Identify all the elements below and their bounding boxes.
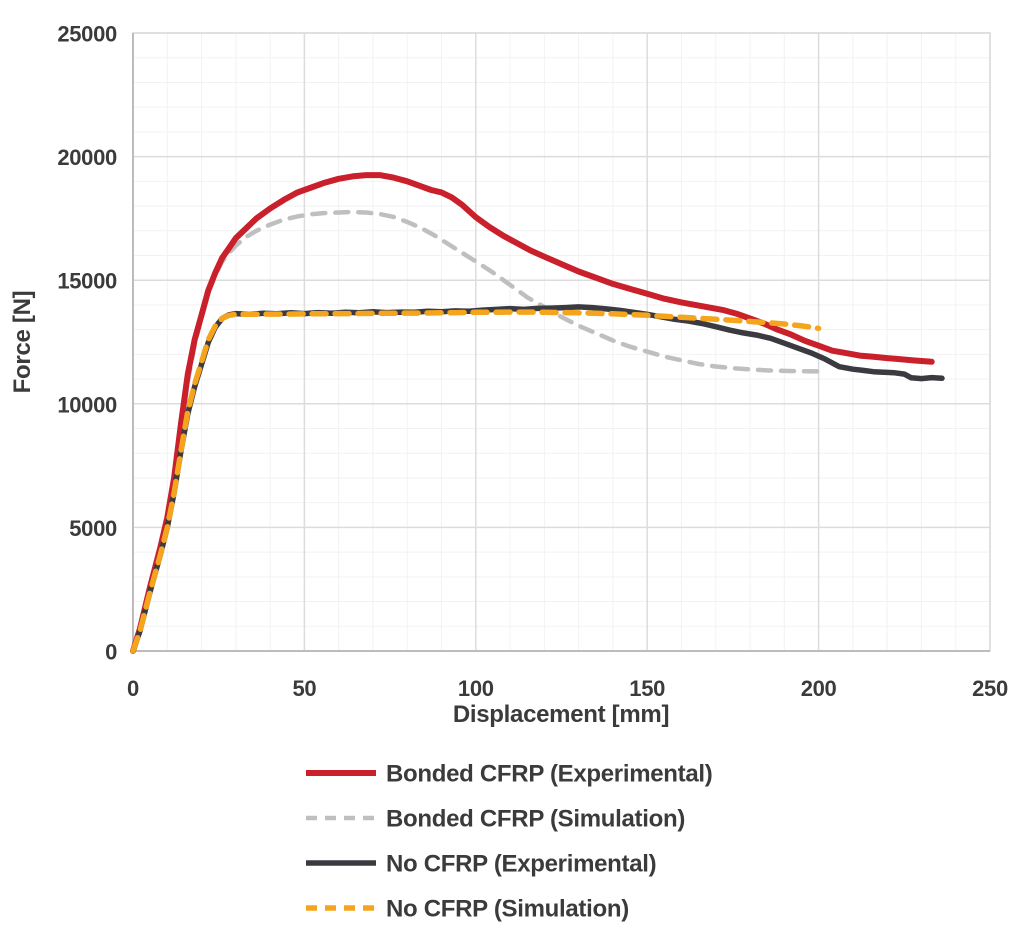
legend-label: No CFRP (Experimental) bbox=[386, 851, 656, 878]
y-tick-label: 10000 bbox=[57, 392, 117, 417]
legend-label: No CFRP (Simulation) bbox=[386, 896, 629, 923]
legend-item-0: Bonded CFRP (Experimental) bbox=[306, 761, 713, 788]
y-tick-label: 5000 bbox=[69, 516, 117, 541]
y-axis-title: Force [N] bbox=[9, 291, 36, 394]
x-axis-title: Displacement [mm] bbox=[453, 701, 669, 728]
series-line-0 bbox=[130, 172, 935, 654]
x-tick-label: 150 bbox=[629, 676, 665, 701]
plot-border bbox=[132, 32, 991, 652]
major-gridlines bbox=[132, 32, 991, 652]
legend-item-2: No CFRP (Experimental) bbox=[306, 851, 657, 878]
series-line-2 bbox=[130, 304, 945, 654]
x-tick-label: 0 bbox=[127, 676, 139, 701]
series-line-3 bbox=[130, 309, 822, 654]
legend-item-3: No CFRP (Simulation) bbox=[306, 896, 629, 923]
x-tick-label: 50 bbox=[292, 676, 316, 701]
x-tick-label: 200 bbox=[801, 676, 837, 701]
y-tick-label: 25000 bbox=[57, 22, 117, 47]
legend-label: Bonded CFRP (Experimental) bbox=[386, 761, 712, 788]
y-tick-label: 20000 bbox=[57, 145, 117, 170]
y-tick-label: 15000 bbox=[57, 269, 117, 294]
x-tick-label: 100 bbox=[458, 676, 494, 701]
x-tick-label: 250 bbox=[972, 676, 1008, 701]
legend: Bonded CFRP (Experimental) Bonded CFRP (S… bbox=[306, 761, 713, 923]
tick-labels: 0 50 100 150 200 250 0 5000 10000 15000 20000 25000 bbox=[57, 22, 1008, 702]
legend-item-1: Bonded CFRP (Simulation) bbox=[306, 806, 685, 833]
legend-label: Bonded CFRP (Simulation) bbox=[386, 806, 685, 833]
plot-frame bbox=[132, 32, 991, 652]
series-lines bbox=[130, 172, 945, 654]
y-tick-label: 0 bbox=[105, 640, 117, 665]
minor-gridlines bbox=[133, 33, 990, 651]
